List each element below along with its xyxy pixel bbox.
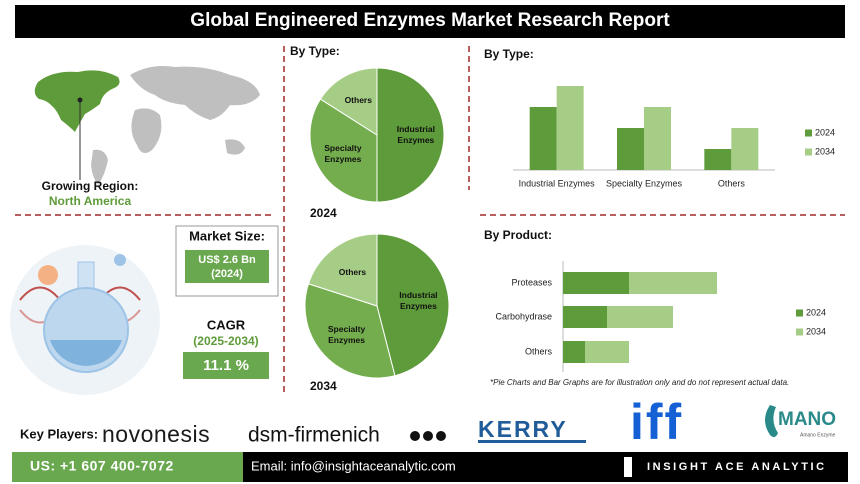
- legend-label: 2024: [815, 127, 835, 137]
- x-tick-label: Industrial Enzymes: [519, 178, 596, 188]
- footer-bar: [243, 452, 848, 482]
- amano-mark: [765, 405, 778, 438]
- slice-label: Specialty Enzymes: [324, 142, 362, 164]
- bar: [529, 107, 557, 170]
- market-size-year: (2024): [211, 268, 243, 280]
- cagr-label: CAGR: [207, 317, 246, 332]
- slice-label: Specialty Enzymes: [327, 323, 366, 345]
- x-tick-label: Specialty Enzymes: [606, 178, 683, 188]
- region-value: North America: [49, 194, 132, 208]
- pie-slice: [304, 283, 396, 379]
- legend-swatch: [805, 148, 812, 156]
- player-logo: MANO: [778, 409, 836, 430]
- header-bar: [15, 5, 845, 38]
- brand-mark: [624, 457, 632, 477]
- market-size-badge: [185, 250, 269, 283]
- legend-label: 2034: [815, 146, 835, 156]
- legend-label: 2024: [806, 307, 826, 317]
- legend-swatch: [796, 309, 803, 317]
- pie-slice: [307, 233, 378, 307]
- slice-label: Others: [338, 266, 367, 277]
- player-logo: novonesis: [102, 421, 210, 447]
- chart-title: By Type:: [484, 47, 534, 61]
- slice-label-box: Industrial Enzymes: [396, 124, 435, 145]
- chart-caption: 2024: [310, 206, 337, 220]
- bar: [731, 128, 759, 170]
- disclaimer: *Pie Charts and Bar Graphs are for illus…: [490, 378, 789, 387]
- footer-phone: US: +1 607 400-7072: [30, 458, 174, 474]
- bar: [644, 107, 671, 170]
- market-size-value: US$ 2.6 Bn: [198, 254, 256, 266]
- bar-segment: [585, 341, 629, 363]
- y-tick-label: Proteases: [511, 277, 552, 287]
- slice-label: Industrial Enzymes: [396, 124, 435, 145]
- bar-segment: [607, 306, 673, 328]
- pie-slice: [376, 67, 445, 203]
- y-tick-label: Carbohydrase: [495, 311, 552, 321]
- bar-segment: [563, 272, 629, 294]
- region-label: Growing Region:: [42, 179, 139, 193]
- bar: [617, 128, 644, 170]
- slice-label-box: Others: [344, 95, 372, 106]
- x-tick-label: Others: [718, 178, 746, 188]
- player-logo: iff: [630, 394, 683, 450]
- slice-label-box: Industrial Enzymes: [399, 289, 438, 311]
- bar-segment: [563, 306, 607, 328]
- chart-caption: 2034: [310, 379, 337, 393]
- key-players-label: Key Players:: [20, 426, 98, 441]
- slice-label-box: Specialty Enzymes: [324, 142, 362, 164]
- legend-label: 2034: [806, 326, 826, 336]
- pie-slice: [319, 67, 378, 136]
- footer-email: Email: info@insightaceanalytic.com: [251, 458, 456, 473]
- chart-title: By Type:: [290, 44, 340, 58]
- cagr-badge: [183, 352, 269, 379]
- dividers: [15, 46, 845, 395]
- player-logo: dsm-firmenich: [248, 424, 380, 447]
- page-title: Global Engineered Enzymes Market Researc…: [190, 10, 670, 31]
- legend-swatch: [796, 328, 803, 336]
- bar-segment: [629, 272, 717, 294]
- bar: [556, 86, 584, 170]
- chart-title: By Product:: [484, 228, 552, 242]
- bar-segment: [563, 341, 585, 363]
- cagr-value: 11.1 %: [203, 357, 249, 374]
- bar: [704, 149, 732, 170]
- cagr-period: (2025-2034): [193, 334, 258, 348]
- slice-label: Industrial Enzymes: [399, 289, 438, 311]
- pie-slice: [376, 233, 450, 377]
- player-logo: KERRY: [478, 416, 568, 442]
- footer-brand: INSIGHT ACE ANALYTIC: [647, 461, 827, 473]
- market-size-label: Market Size:: [189, 228, 265, 243]
- legend-swatch: [805, 129, 812, 137]
- logo-underline: [478, 440, 586, 443]
- slice-label-box: Others: [338, 266, 367, 277]
- flask-illustration: [10, 245, 160, 395]
- logo-dots: [410, 431, 446, 441]
- slice-label: Others: [344, 95, 372, 106]
- slice-label-box: Specialty Enzymes: [327, 323, 366, 345]
- footer-phone-box: [12, 452, 243, 482]
- y-tick-label: Others: [525, 346, 553, 356]
- world-map: [34, 66, 260, 185]
- player-logo-subtitle: Amano Enzyme: [800, 432, 836, 438]
